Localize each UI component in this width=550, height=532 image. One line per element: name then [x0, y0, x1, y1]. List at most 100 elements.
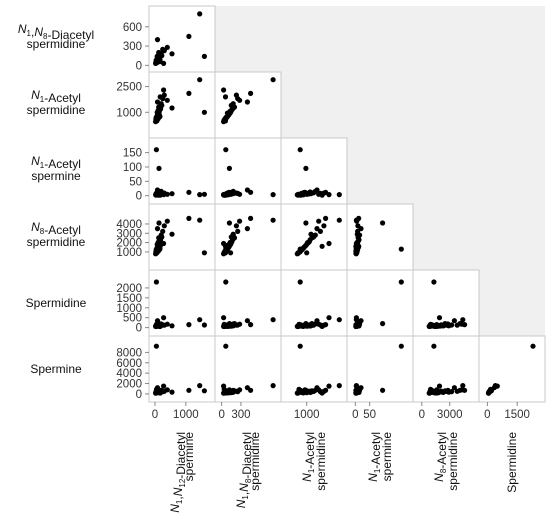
data-point: [201, 388, 207, 394]
y-tick-label: 2000: [116, 238, 142, 250]
data-point: [451, 385, 457, 391]
data-point: [438, 322, 444, 328]
data-point: [156, 165, 162, 171]
data-point: [223, 116, 229, 122]
data-point: [201, 109, 207, 115]
data-point: [156, 321, 162, 327]
data-point: [297, 246, 303, 252]
data-point: [308, 323, 314, 329]
data-point: [186, 189, 192, 195]
data-point: [221, 315, 227, 321]
data-point: [197, 317, 203, 323]
x-tick-label: 1000: [173, 409, 199, 421]
data-point: [226, 321, 232, 327]
data-point: [221, 250, 227, 256]
data-point: [326, 315, 332, 321]
data-point: [460, 317, 466, 323]
data-point: [306, 239, 312, 245]
row-label-spermidine: Spermidine: [26, 296, 87, 310]
data-point: [304, 191, 310, 197]
y-tick-label: 100: [123, 162, 142, 174]
data-point: [221, 192, 227, 198]
y-tick-label: 600: [123, 22, 142, 34]
y-tick-label: 6000: [116, 358, 142, 370]
data-point: [462, 387, 468, 393]
data-point: [326, 240, 332, 247]
data-point: [164, 97, 170, 103]
data-point: [226, 387, 232, 393]
data-point: [237, 387, 243, 393]
data-point: [169, 191, 175, 197]
data-point: [161, 240, 167, 247]
data-point: [308, 389, 314, 395]
data-point: [156, 110, 162, 116]
data-point: [451, 318, 457, 324]
data-point: [336, 383, 342, 389]
data-point: [270, 77, 276, 83]
data-point: [153, 343, 159, 349]
col-label-line1: N8-Acetyl: [432, 432, 449, 482]
y-tick-label: 0: [136, 323, 142, 335]
y-tick-label: 150: [123, 148, 142, 160]
data-point: [154, 99, 161, 105]
data-point: [270, 217, 276, 223]
data-point: [159, 102, 165, 108]
row-label-line2-n1_acetyl_spermine: spermine: [31, 169, 81, 183]
y-tick-label: 1000: [116, 247, 142, 259]
data-point: [153, 279, 159, 285]
data-point: [233, 223, 239, 229]
col-label-spermidine: Spermidine: [505, 432, 519, 493]
data-point: [153, 147, 159, 153]
data-point: [336, 317, 342, 323]
data-point: [235, 228, 241, 234]
y-tick-label: 1500: [116, 293, 142, 305]
data-point: [353, 217, 359, 223]
data-point: [434, 323, 440, 329]
data-point: [358, 385, 364, 391]
col-label-line2: spermine: [182, 432, 196, 482]
data-point: [161, 383, 167, 389]
data-point: [164, 218, 170, 224]
data-point: [326, 192, 332, 198]
data-point: [226, 165, 232, 171]
col-label-line2: spermine: [380, 432, 394, 482]
data-point: [431, 279, 437, 285]
data-point: [314, 226, 320, 232]
y-tick-label: 300: [123, 41, 142, 53]
data-point: [530, 343, 536, 349]
y-tick-label: 0: [136, 60, 142, 72]
data-point: [153, 58, 159, 64]
data-point: [197, 192, 203, 198]
data-point: [221, 383, 227, 389]
x-tick-label: 0: [484, 409, 490, 421]
data-point: [154, 226, 161, 232]
data-point: [237, 191, 243, 197]
data-point: [321, 223, 327, 229]
data-point: [380, 321, 386, 327]
data-point: [244, 226, 250, 232]
row-label-line2-n8_acetyl_spermidine: spermidine: [27, 235, 86, 249]
data-point: [319, 243, 325, 249]
col-label-line2: spermidine: [248, 432, 262, 491]
col-label-line1: N1,N12-Diacetyl: [168, 432, 188, 513]
data-point: [154, 37, 161, 43]
data-point: [169, 105, 175, 111]
data-point: [160, 228, 166, 234]
data-point: [186, 33, 192, 40]
data-point: [161, 92, 167, 98]
data-point: [297, 343, 303, 349]
data-point: [156, 387, 162, 393]
x-tick-label: 0: [152, 409, 158, 421]
data-point: [223, 343, 229, 349]
col-label-line1: N1,N8-Diacetyl: [234, 432, 254, 508]
data-point: [314, 385, 320, 391]
data-point: [244, 385, 250, 391]
data-point: [319, 192, 325, 198]
data-point: [201, 53, 207, 60]
y-tick-label: 0: [136, 191, 142, 203]
data-point: [157, 94, 163, 100]
data-point: [153, 116, 159, 122]
